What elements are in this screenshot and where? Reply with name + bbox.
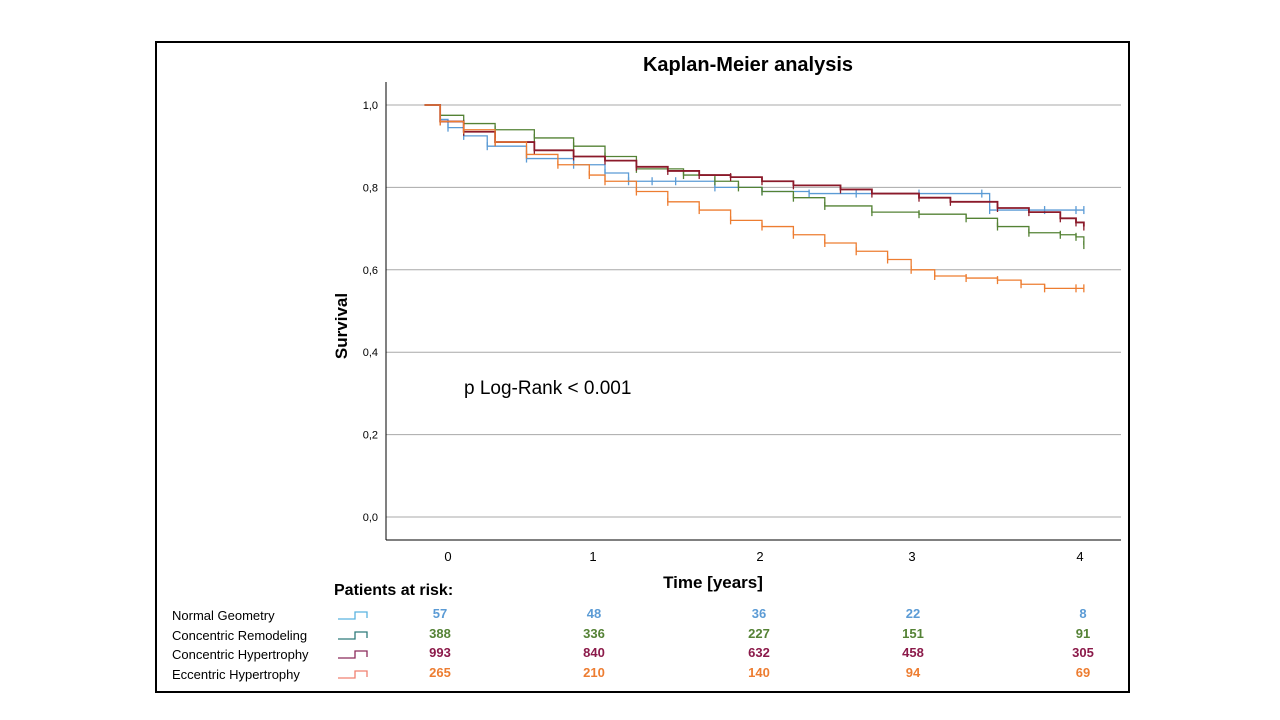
risk-value: 305: [1072, 645, 1094, 660]
risk-row-label: Concentric Hypertrophy: [172, 647, 309, 662]
legend-step-icon: [338, 611, 368, 620]
risk-value: 458: [902, 645, 924, 660]
y-tick-label: 0,8: [363, 182, 378, 194]
y-tick-labels: 0,0 0,2 0,4 0,6 0,8 1,0: [363, 100, 378, 524]
risk-value: 336: [583, 626, 605, 641]
y-tick-label: 1,0: [363, 100, 378, 112]
risk-value: 57: [433, 606, 447, 621]
survival-curve: [424, 104, 1085, 246]
risk-value: 36: [752, 606, 766, 621]
axes-layer: [385, 82, 1121, 541]
risk-value: 69: [1076, 665, 1090, 680]
kaplan-meier-chart: 0,0 0,2 0,4 0,6 0,8 1,0 0 1 2 3 4 Kaplan-Meier an…: [172, 54, 1121, 682]
risk-value: 993: [429, 645, 451, 660]
survival-curve: [424, 104, 1084, 211]
risk-value: 48: [587, 606, 601, 621]
risk-table: Normal Geometry 57 48 36 22 8 Concentric Remod…: [172, 606, 1094, 682]
survival-curve: [424, 104, 1085, 227]
risk-value: 388: [429, 626, 451, 641]
risk-value: 265: [429, 665, 451, 680]
risk-row-label: Concentric Remodeling: [172, 628, 307, 643]
x-tick-label: 0: [444, 549, 451, 564]
figure-frame: 0,0 0,2 0,4 0,6 0,8 1,0 0 1 2 3 4 Kaplan-Meier an…: [155, 41, 1130, 693]
risk-value: 8: [1079, 606, 1086, 621]
risk-value: 840: [583, 645, 605, 660]
x-tick-label: 3: [908, 549, 915, 564]
legend-step-icon: [338, 650, 368, 659]
y-tick-label: 0,2: [363, 430, 378, 442]
series-layer: [424, 104, 1085, 293]
risk-value: 94: [906, 665, 921, 680]
y-tick-label: 0,0: [363, 512, 378, 524]
risk-row-label: Normal Geometry: [172, 608, 275, 623]
x-tick-label: 4: [1076, 549, 1083, 564]
p-value-annotation: p Log-Rank < 0.001: [464, 378, 631, 399]
x-tick-label: 2: [756, 549, 763, 564]
grid-layer: [386, 104, 1121, 518]
y-axis-label: Survival: [332, 293, 351, 359]
risk-row-label: Eccentric Hypertrophy: [172, 667, 300, 682]
x-axis-label: Time [years]: [663, 573, 763, 592]
risk-value: 22: [906, 606, 920, 621]
legend-step-icon: [338, 670, 368, 679]
risk-value: 632: [748, 645, 770, 660]
legend-step-icon: [338, 631, 368, 640]
risk-value: 91: [1076, 626, 1090, 641]
chart-title: Kaplan-Meier analysis: [643, 54, 853, 76]
risk-value: 140: [748, 665, 770, 680]
risk-value: 227: [748, 626, 770, 641]
x-tick-labels: 0 1 2 3 4: [444, 549, 1083, 564]
survival-curve: [424, 104, 1084, 289]
risk-table-title: Patients at risk:: [334, 582, 453, 599]
risk-value: 151: [902, 626, 924, 641]
x-tick-label: 1: [589, 549, 596, 564]
series-eccentric-hypertrophy: [424, 104, 1085, 293]
risk-value: 210: [583, 665, 605, 680]
series-normal-geometry: [424, 104, 1085, 215]
y-tick-label: 0,6: [363, 265, 378, 277]
series-concentric-hypertrophy: [424, 104, 1085, 231]
y-tick-label: 0,4: [363, 347, 378, 359]
